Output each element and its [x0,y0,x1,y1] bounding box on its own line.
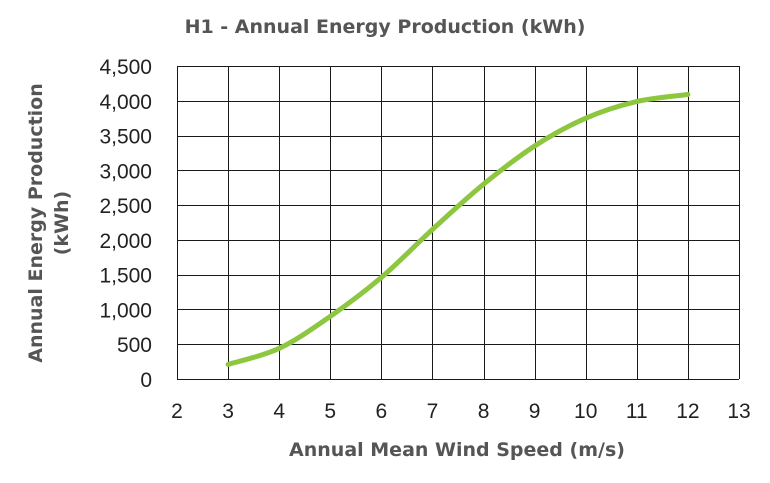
y-axis-label-line-2: (kWh) [51,191,73,256]
chart-title: H1 - Annual Energy Production (kWh) [185,16,586,38]
x-tick-label: 11 [626,400,648,423]
y-tick-label: 500 [117,334,152,357]
y-axis-label-line-1: Annual Energy Production [25,83,47,363]
x-axis-label: Annual Mean Wind Speed (m/s) [289,439,625,461]
x-tick-label: 12 [676,400,699,423]
y-tick-label: 3,000 [99,160,152,183]
x-tick-label: 9 [529,400,541,423]
y-tick-label: 0 [140,369,152,392]
y-tick-label: 3,500 [99,126,152,149]
x-tick-label: 13 [727,400,750,423]
y-tick-labels: 0 500 1,000 1,500 2,000 2,500 3,000 3,500 4,000 4… [99,56,152,392]
x-tick-label: 4 [273,400,285,423]
y-axis-label: Annual Energy Production (kWh) [25,83,73,363]
grid [177,66,740,380]
x-tick-label: 8 [478,400,490,423]
x-tick-label: 3 [222,400,234,423]
y-tick-label: 4,500 [99,56,152,79]
y-tick-label: 2,500 [99,195,152,218]
x-tick-label: 2 [171,400,183,423]
x-tick-label: 6 [376,400,388,423]
x-tick-labels: 2 3 4 5 6 7 8 9 10 11 12 13 [171,400,751,423]
y-tick-label: 2,000 [99,230,152,253]
y-tick-label: 1,000 [99,299,152,322]
x-tick-label: 10 [574,400,597,423]
x-tick-label: 7 [427,400,439,423]
y-tick-label: 1,500 [99,265,152,288]
y-tick-label: 4,000 [99,91,152,114]
x-tick-label: 5 [324,400,336,423]
series-line [225,92,691,367]
series-layer [225,92,691,367]
